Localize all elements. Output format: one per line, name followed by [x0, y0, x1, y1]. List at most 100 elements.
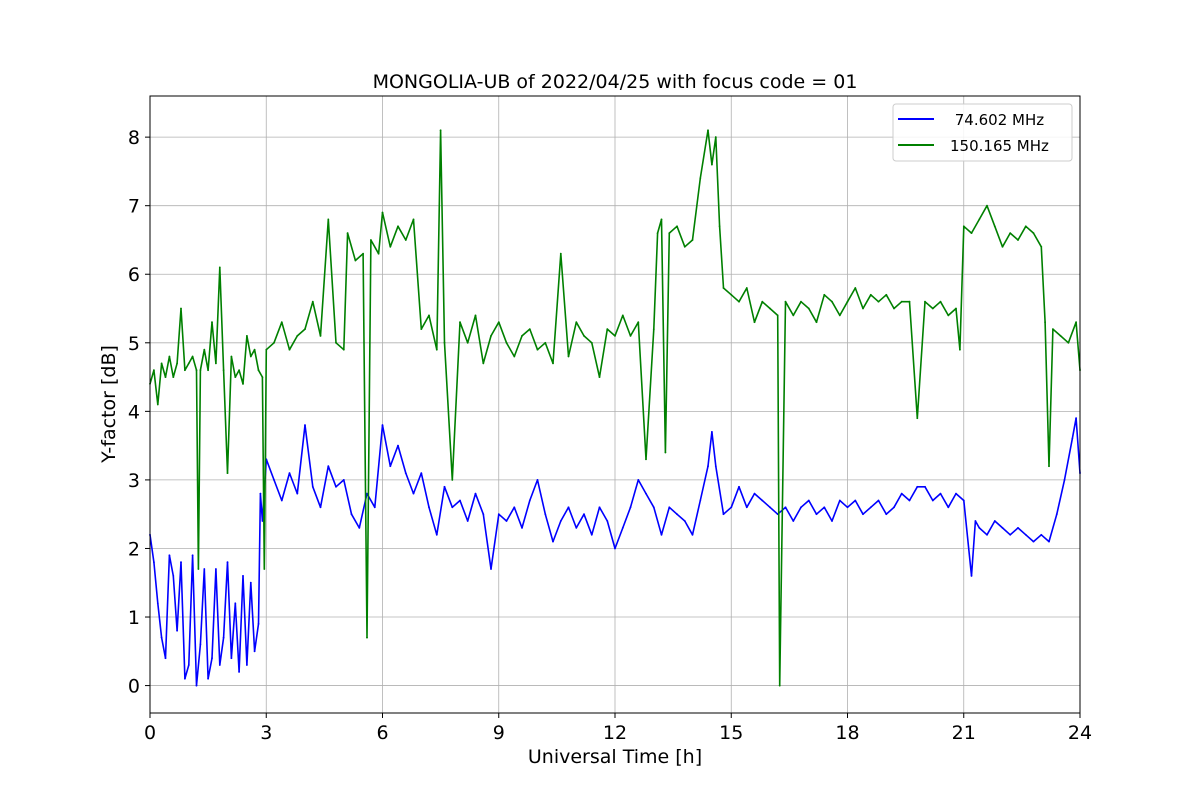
data-point [1032, 232, 1035, 235]
legend-box [892, 103, 1073, 162]
data-point [652, 328, 655, 330]
data-point [362, 252, 364, 255]
data-point [280, 499, 283, 502]
data-point [397, 444, 399, 447]
data-point [377, 252, 380, 255]
data-point [722, 287, 725, 289]
data-point [831, 300, 833, 303]
data-point [288, 348, 291, 351]
data-point [184, 369, 186, 372]
data-point [978, 527, 981, 529]
data-point [246, 664, 248, 666]
data-point [466, 341, 469, 344]
data-point [505, 341, 508, 344]
data-point [714, 465, 717, 468]
data-point [288, 472, 291, 474]
data-point [807, 307, 810, 310]
data-point [939, 300, 942, 303]
data-point [575, 527, 578, 529]
data-point [544, 341, 547, 344]
data-point [970, 232, 973, 235]
data-point [761, 499, 764, 502]
data-point [184, 677, 186, 680]
data-point [947, 506, 950, 509]
data-point [676, 513, 678, 516]
data-point [350, 513, 353, 516]
data-point [156, 403, 159, 406]
data-point [342, 479, 345, 481]
data-point [862, 513, 864, 516]
data-point [575, 321, 578, 324]
x-tick-label: 15 [719, 722, 743, 744]
data-point [528, 499, 531, 502]
data-point [443, 485, 446, 488]
data-point [203, 568, 206, 570]
data-point [234, 602, 237, 605]
data-point [778, 684, 781, 687]
data-point [1001, 245, 1004, 248]
data-point [319, 335, 322, 337]
data-point [230, 657, 233, 660]
data-point [1040, 533, 1043, 536]
data-point [1055, 513, 1058, 516]
x-tick-label: 21 [952, 722, 976, 744]
data-point [552, 540, 554, 543]
data-point [346, 232, 349, 235]
x-axis: 0 3 6 9 12 15 18 21 24 [144, 713, 1092, 744]
data-point [645, 492, 647, 495]
data-point [354, 259, 357, 262]
data-point [924, 300, 926, 303]
data-point [304, 328, 306, 330]
data-point [327, 218, 330, 221]
data-point [931, 499, 934, 502]
data-point [366, 636, 368, 639]
chart-title: MONGOLIA-UB of 2022/04/25 with focus cod… [373, 71, 858, 93]
data-point [273, 479, 275, 481]
data-point [296, 492, 299, 495]
data-point [253, 348, 256, 351]
series-line-0 [149, 417, 1081, 687]
data-point [629, 335, 632, 337]
data-point [1067, 341, 1070, 344]
data-point [924, 485, 926, 488]
data-point [854, 499, 857, 502]
data-point [191, 554, 194, 557]
data-point [195, 684, 198, 687]
data-point [404, 239, 407, 241]
y-tick-label: 0 [128, 676, 140, 698]
data-point [238, 369, 241, 372]
data-point [900, 300, 903, 303]
data-point [745, 506, 748, 509]
data-point [691, 533, 694, 536]
data-point [168, 554, 171, 557]
data-point [215, 362, 217, 365]
data-point [435, 533, 438, 536]
data-point [259, 492, 262, 495]
data-point [885, 513, 888, 516]
data-point [707, 129, 709, 132]
data-point [838, 499, 841, 502]
data-point [168, 355, 171, 358]
data-point [815, 321, 818, 324]
data-point [916, 485, 919, 488]
data-point [621, 314, 624, 317]
data-point [722, 513, 725, 516]
data-point [769, 307, 771, 310]
data-point [660, 218, 663, 221]
data-point [838, 314, 841, 317]
data-point [1040, 245, 1043, 248]
series-1 [149, 129, 1081, 687]
data-point [877, 300, 880, 303]
data-point [521, 335, 523, 337]
data-point [238, 671, 241, 673]
data-point [559, 252, 562, 255]
data-point [215, 568, 217, 570]
series-0 [149, 417, 1081, 687]
y-tick-label: 2 [128, 538, 140, 560]
data-point [257, 623, 260, 625]
data-point [222, 636, 225, 639]
data-point [986, 204, 988, 207]
data-point [218, 664, 221, 666]
data-point [397, 225, 399, 228]
data-point [207, 677, 210, 680]
